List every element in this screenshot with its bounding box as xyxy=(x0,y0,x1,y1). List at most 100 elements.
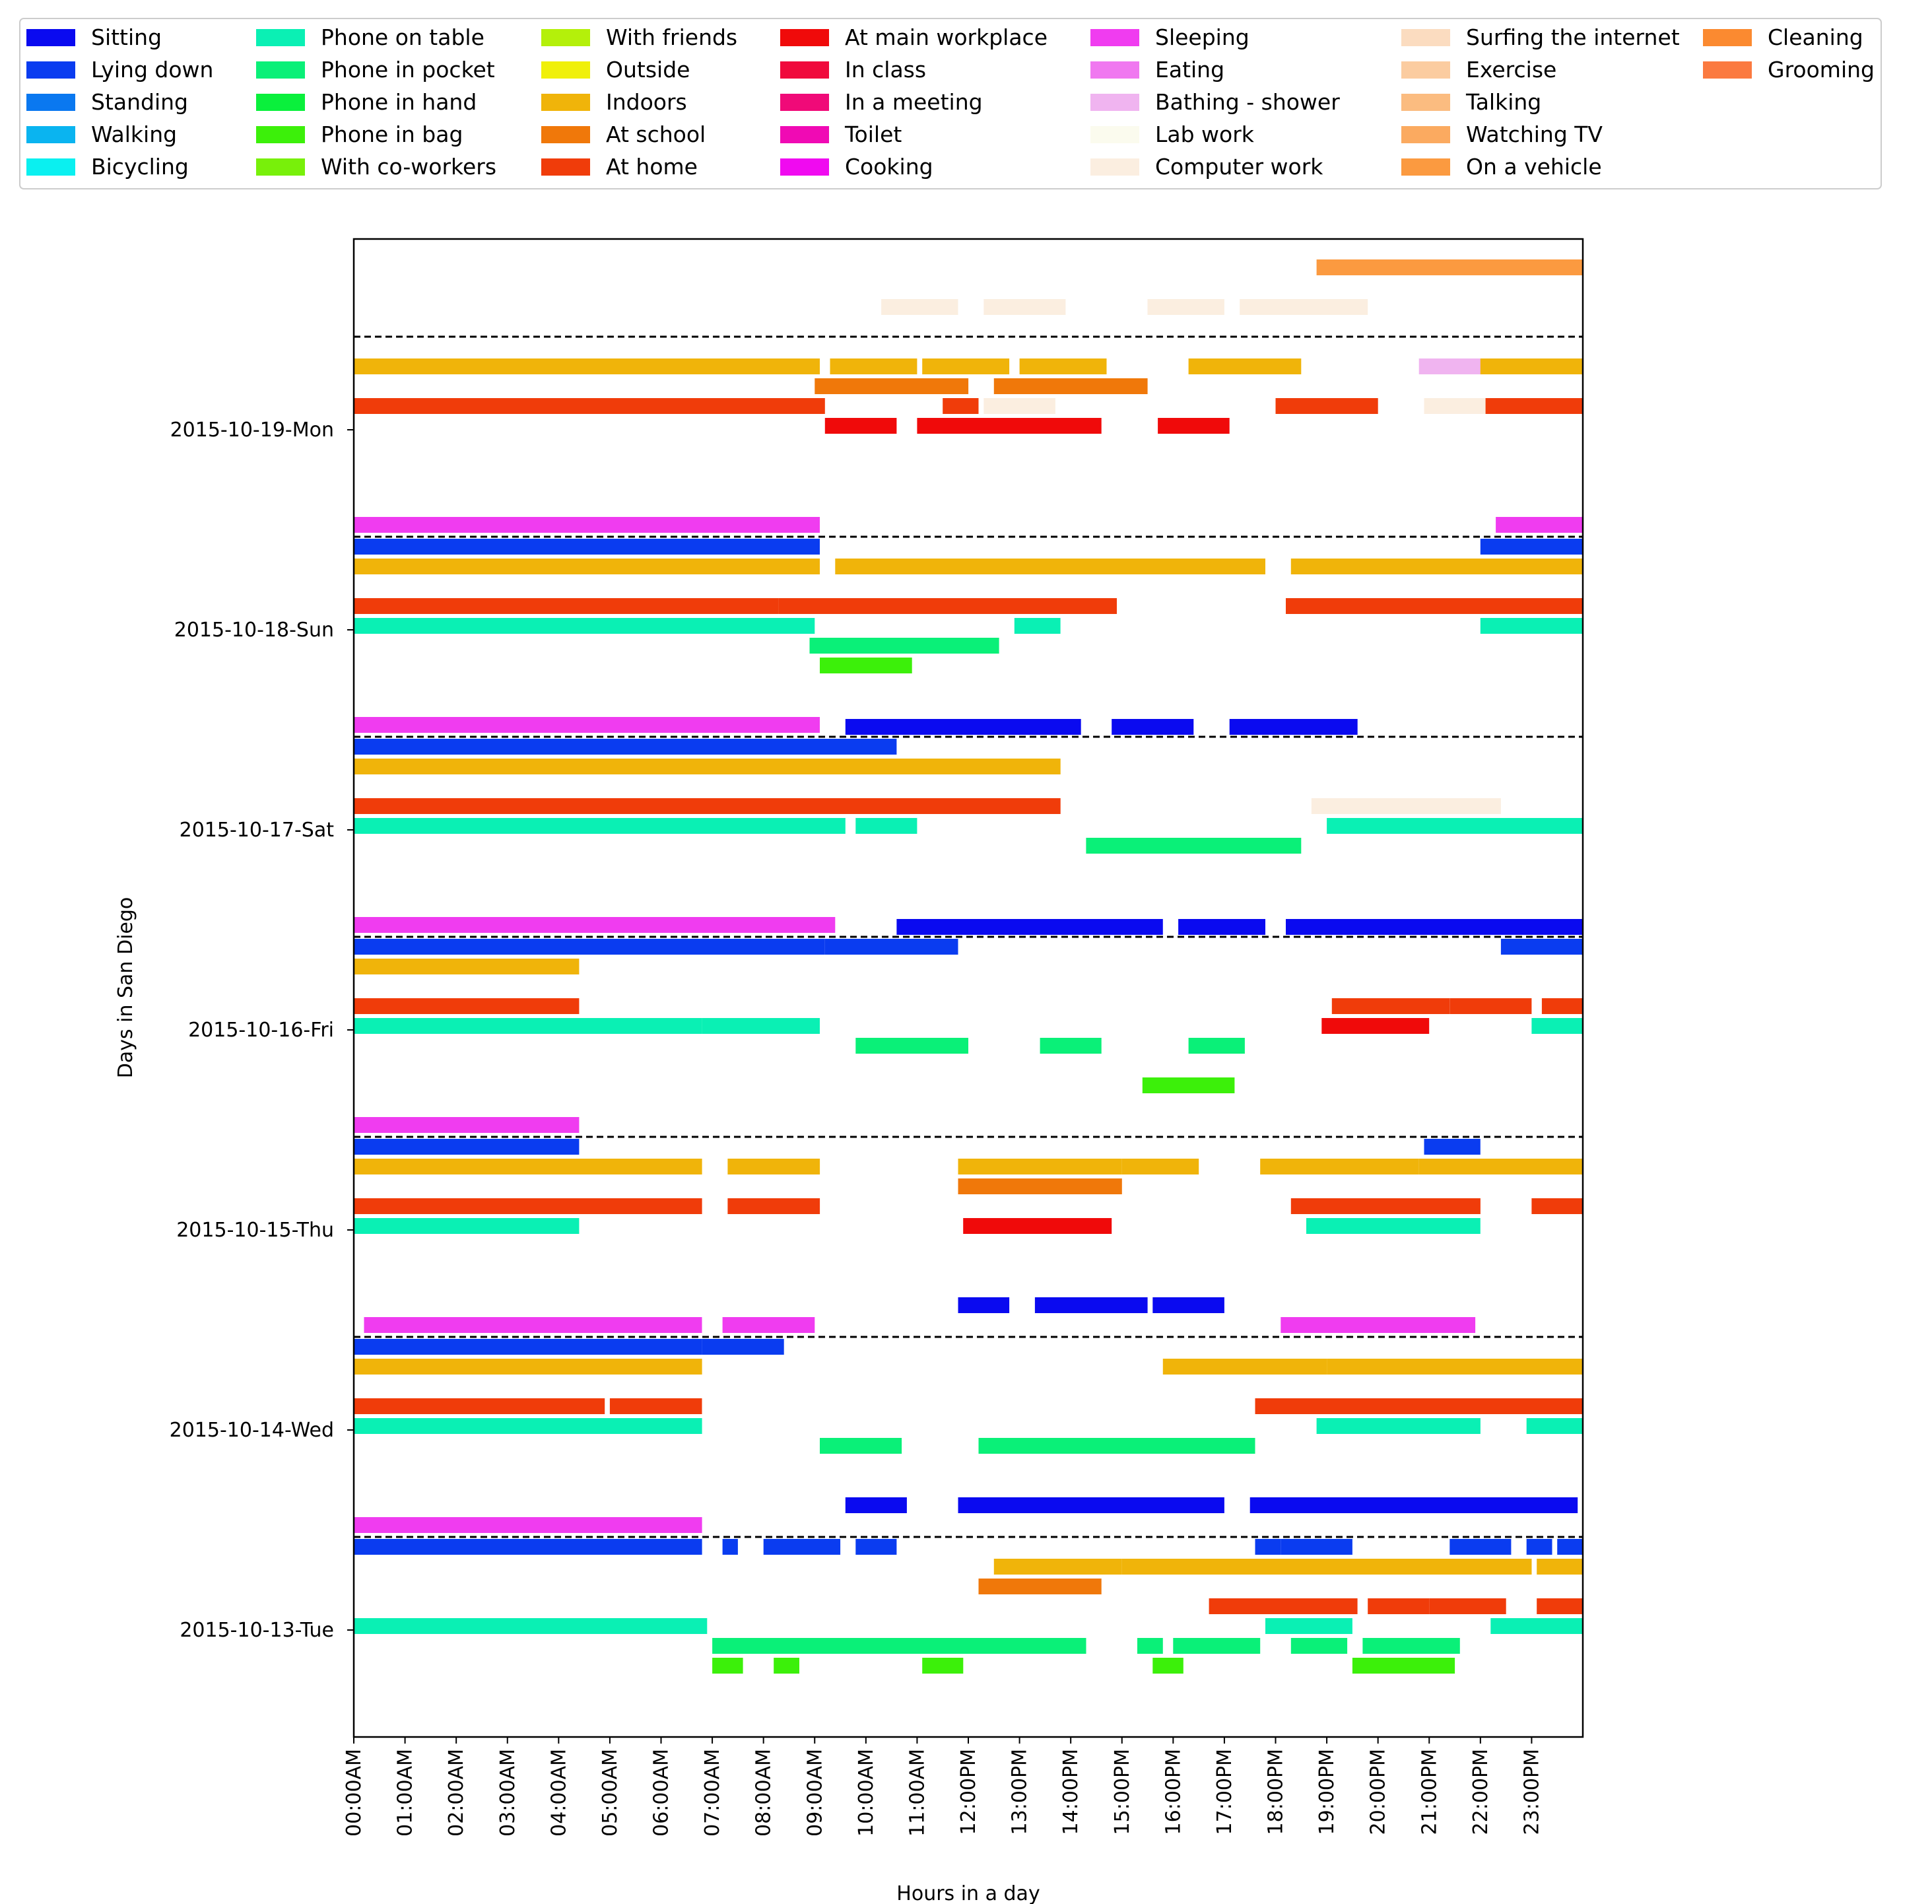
activity-segment xyxy=(1281,1539,1352,1555)
activity-segment xyxy=(1496,517,1583,533)
legend-entry: At main workplace xyxy=(780,24,1048,50)
activity-segment xyxy=(1480,539,1583,555)
activity-segment xyxy=(1019,358,1107,374)
legend-label: With co-workers xyxy=(321,154,496,180)
activity-segment xyxy=(1500,939,1583,955)
legend: Sitting Lying down Standing Walking Bicyclin… xyxy=(19,18,1882,189)
legend-label: Surfing the internet xyxy=(1466,24,1680,50)
legend-entry: At home xyxy=(541,154,698,180)
legend-swatch xyxy=(780,126,829,143)
activity-segment xyxy=(774,1658,799,1674)
legend-entry: Computer work xyxy=(1090,154,1323,180)
legend-swatch xyxy=(780,94,829,111)
legend-entry: Sleeping xyxy=(1090,24,1249,50)
x-tick-label: 14:00PM xyxy=(1059,1749,1083,1835)
x-tick-label: 10:00AM xyxy=(855,1749,878,1837)
legend-entry: On a vehicle xyxy=(1401,154,1602,180)
activity-segment xyxy=(1316,1418,1481,1434)
legend-entry: Eating xyxy=(1090,57,1224,83)
activity-segment xyxy=(824,418,897,434)
activity-segment xyxy=(1321,1018,1430,1034)
activity-segment xyxy=(845,1497,907,1513)
legend-swatch xyxy=(256,126,305,143)
activity-segment xyxy=(1260,1159,1419,1174)
activity-segment xyxy=(1429,1598,1506,1614)
activity-segment xyxy=(830,358,917,374)
legend-label: With friends xyxy=(606,24,737,50)
activity-segment xyxy=(354,358,820,374)
legend-label: Outside xyxy=(606,57,690,83)
x-tick-label: 03:00AM xyxy=(496,1749,519,1837)
legend-label: In a meeting xyxy=(845,89,983,115)
legend-entry: Lab work xyxy=(1090,121,1255,147)
legend-label: Exercise xyxy=(1466,57,1556,83)
x-tick-label: 15:00PM xyxy=(1111,1749,1134,1835)
legend-swatch xyxy=(780,61,829,79)
legend-label: Toilet xyxy=(844,121,902,147)
legend-swatch xyxy=(541,158,590,176)
legend-label: Computer work xyxy=(1155,154,1323,180)
activity-segment xyxy=(1306,1218,1481,1234)
legend-label: Cooking xyxy=(845,154,933,180)
activity-segment xyxy=(1490,1618,1583,1634)
activity-segment xyxy=(896,919,1163,935)
legend-swatch xyxy=(26,29,75,46)
activity-segment xyxy=(1255,1398,1583,1414)
activity-segment xyxy=(958,1159,1122,1174)
legend-label: Sleeping xyxy=(1155,24,1249,50)
legend-label: Talking xyxy=(1465,89,1541,115)
legend-swatch xyxy=(1401,94,1450,111)
activity-segment xyxy=(354,1398,605,1414)
legend-label: Bicycling xyxy=(91,154,189,180)
activity-segment xyxy=(993,1559,1122,1575)
activity-segment xyxy=(354,1517,702,1533)
legend-label: At main workplace xyxy=(845,24,1048,50)
activity-segment xyxy=(1480,618,1583,634)
activity-segment xyxy=(820,658,912,673)
legend-entry: Standing xyxy=(26,89,188,115)
activity-segment xyxy=(354,759,1061,774)
y-axis-title: Days in San Diego xyxy=(114,897,137,1079)
legend-entry: Indoors xyxy=(541,89,687,115)
x-tick-label: 19:00PM xyxy=(1316,1749,1339,1835)
x-tick-label: 12:00PM xyxy=(957,1749,980,1835)
activity-segment xyxy=(354,618,815,634)
x-tick-label: 18:00PM xyxy=(1265,1749,1288,1835)
x-tick-label: 05:00AM xyxy=(599,1749,622,1837)
activity-segment xyxy=(1316,259,1583,275)
activity-segment xyxy=(712,1638,1086,1654)
activity-segment xyxy=(354,517,820,533)
activity-segment xyxy=(354,1339,702,1355)
legend-label: Sitting xyxy=(91,24,162,50)
legend-entry: Toilet xyxy=(780,121,902,147)
activity-segment xyxy=(1290,1198,1481,1214)
activity-segment xyxy=(1229,719,1358,735)
activity-segment xyxy=(1281,1317,1476,1333)
activity-segment xyxy=(778,598,1117,614)
x-tick-label: 09:00AM xyxy=(803,1749,826,1837)
legend-swatch xyxy=(541,61,590,79)
legend-label: Phone in pocket xyxy=(321,57,495,83)
y-axis: 2015-10-13-Tue 2015-10-14-Wed 2015-10-15-T… xyxy=(170,419,354,1642)
activity-segment xyxy=(958,1178,1122,1194)
x-tick-label: 08:00AM xyxy=(752,1749,776,1837)
activity-segment xyxy=(354,1139,580,1155)
activity-segment xyxy=(1173,1638,1261,1654)
activity-segment xyxy=(1152,1297,1224,1313)
activity-segment xyxy=(354,939,825,955)
activity-segment xyxy=(354,1117,580,1133)
activity-segment xyxy=(1311,798,1501,814)
activity-segment xyxy=(354,1618,708,1634)
legend-swatch xyxy=(1090,94,1139,111)
y-tick-label: 2015-10-18-Sun xyxy=(174,619,334,642)
legend-label: Phone on table xyxy=(321,24,484,50)
activity-segment xyxy=(809,638,999,654)
legend-swatch xyxy=(780,158,829,176)
y-tick-label: 2015-10-16-Fri xyxy=(188,1019,334,1042)
x-tick-label: 13:00PM xyxy=(1009,1749,1032,1835)
activity-segment xyxy=(922,1658,964,1674)
x-tick-label: 16:00PM xyxy=(1162,1749,1185,1835)
legend-swatch xyxy=(26,61,75,79)
legend-swatch xyxy=(1401,29,1450,46)
activity-segment xyxy=(815,378,969,394)
